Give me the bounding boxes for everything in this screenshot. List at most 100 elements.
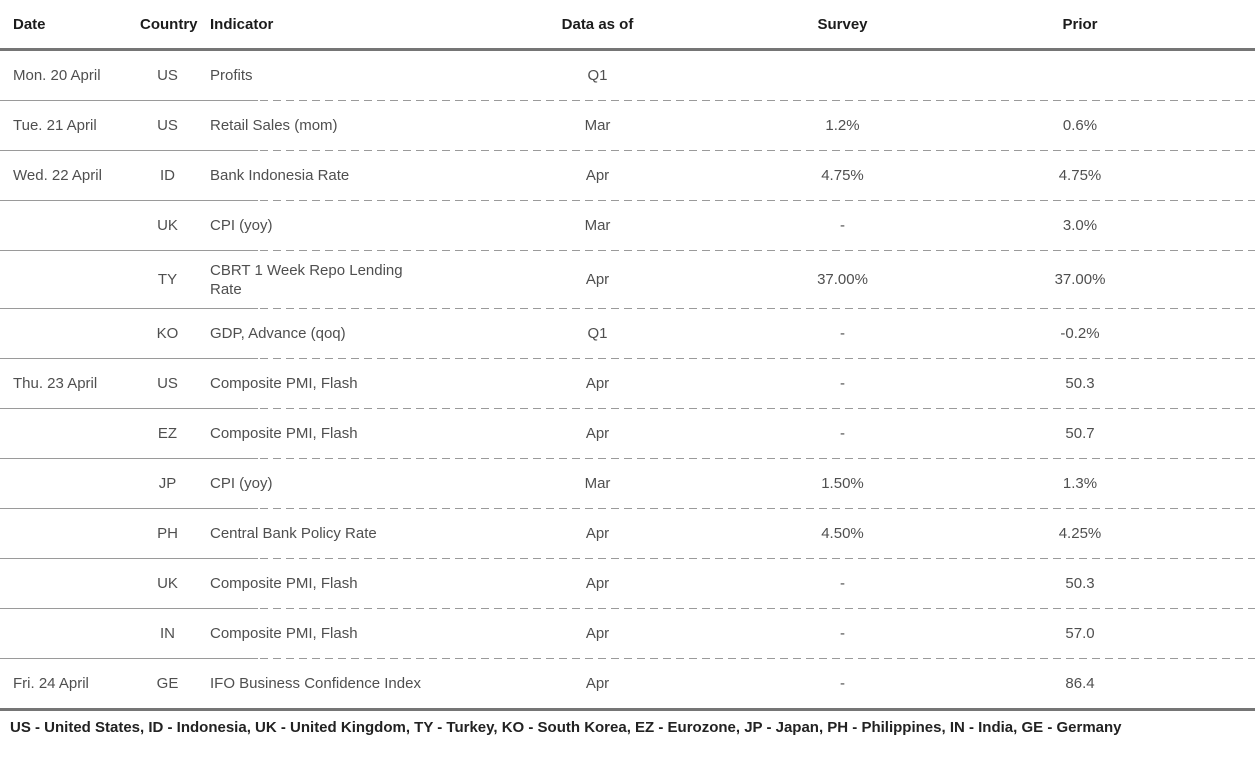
country-cell: UK [157, 217, 178, 234]
country-cell: GE [156, 675, 179, 692]
prior-cell: 1.3% [1062, 475, 1098, 492]
data-as-of-cell: Apr [585, 675, 610, 692]
table-row: IN Composite PMI, Flash Apr - 57.0 [0, 609, 1255, 658]
country-cell: US [157, 375, 178, 392]
data-as-of-cell: Apr [585, 625, 610, 642]
survey-cell: 1.2% [825, 117, 860, 134]
indicator-cell: Profits [210, 67, 253, 84]
survey-cell: 37.00% [817, 271, 868, 288]
column-header-date: Date [13, 15, 46, 33]
indicator-cell: Composite PMI, Flash [210, 575, 358, 592]
prior-cell: 50.3 [1065, 375, 1095, 392]
indicator-cell: Retail Sales (mom) [210, 117, 338, 134]
survey-cell: 4.50% [821, 525, 864, 542]
country-cell: IN [160, 625, 175, 642]
header-rule [0, 48, 1255, 51]
data-as-of-cell: Apr [585, 375, 610, 392]
data-as-of-cell: Apr [585, 425, 610, 442]
survey-cell: 1.50% [821, 475, 864, 492]
indicator-cell: CPI (yoy) [210, 475, 273, 492]
table-row: TY CBRT 1 Week Repo Lending Rate Apr 37.… [0, 251, 1255, 308]
prior-cell: 3.0% [1062, 217, 1098, 234]
table-row: JP CPI (yoy) Mar 1.50% 1.3% [0, 459, 1255, 508]
data-as-of-cell: Apr [585, 271, 610, 288]
date-cell: Mon. 20 April [13, 67, 101, 84]
prior-cell: 57.0 [1065, 625, 1095, 642]
survey-cell: 4.75% [821, 167, 864, 184]
table-row: Wed. 22 April ID Bank Indonesia Rate Apr… [0, 151, 1255, 200]
country-code-legend: US - United States, ID - Indonesia, UK -… [10, 719, 1122, 736]
data-as-of-cell: Apr [585, 167, 610, 184]
date-cell: Thu. 23 April [13, 375, 98, 392]
column-header-indicator: Indicator [210, 15, 274, 33]
data-as-of-cell: Apr [585, 525, 610, 542]
indicator-cell: CPI (yoy) [210, 217, 273, 234]
indicator-cell: Composite PMI, Flash [210, 425, 358, 442]
row-separator [0, 458, 1255, 459]
table-row: UK Composite PMI, Flash Apr - 50.3 [0, 559, 1255, 608]
data-as-of-cell: Mar [584, 475, 611, 492]
prior-cell: 50.3 [1065, 575, 1095, 592]
table-header-row: Date Country Indicator Data as of Survey… [0, 0, 1255, 48]
row-separator [0, 408, 1255, 409]
row-separator [0, 150, 1255, 151]
prior-cell: 50.7 [1065, 425, 1095, 442]
indicator-cell: Composite PMI, Flash [210, 625, 358, 642]
column-header-country: Country [140, 15, 198, 33]
row-separator [0, 558, 1255, 559]
row-separator [0, 250, 1255, 251]
prior-cell: 4.75% [1058, 167, 1102, 184]
indicator-cell: CBRT 1 Week Repo Lending Rate [210, 261, 403, 298]
indicator-cell: Central Bank Policy Rate [210, 525, 377, 542]
country-cell: JP [158, 475, 177, 492]
column-header-data-as-of: Data as of [561, 15, 634, 33]
country-cell: US [157, 117, 178, 134]
data-as-of-cell: Mar [584, 117, 611, 134]
data-as-of-cell: Apr [585, 575, 610, 592]
date-cell: Wed. 22 April [13, 167, 102, 184]
country-cell: US [157, 67, 178, 84]
country-cell: ID [160, 167, 175, 184]
table-row: KO GDP, Advance (qoq) Q1 - -0.2% [0, 309, 1255, 358]
prior-cell: -0.2% [1060, 325, 1100, 342]
table-row: UK CPI (yoy) Mar - 3.0% [0, 201, 1255, 250]
survey-cell: - [840, 575, 845, 592]
country-cell: TY [157, 271, 178, 288]
date-cell: Tue. 21 April [13, 117, 97, 134]
prior-cell: 37.00% [1054, 271, 1106, 288]
footer-rule [0, 708, 1255, 711]
country-cell: EZ [157, 425, 178, 442]
data-as-of-cell: Mar [584, 217, 611, 234]
indicator-cell: IFO Business Confidence Index [210, 675, 421, 692]
survey-cell: - [840, 625, 845, 642]
row-separator [0, 608, 1255, 609]
data-as-of-cell: Q1 [587, 325, 608, 342]
country-cell: PH [157, 525, 178, 542]
survey-cell: - [840, 325, 845, 342]
data-as-of-cell: Q1 [587, 67, 608, 84]
survey-cell: - [840, 425, 845, 442]
indicator-cell: GDP, Advance (qoq) [210, 325, 346, 342]
table-row: Thu. 23 April US Composite PMI, Flash Ap… [0, 359, 1255, 408]
table-row: Tue. 21 April US Retail Sales (mom) Mar … [0, 101, 1255, 150]
country-cell: KO [156, 325, 179, 342]
row-separator [0, 508, 1255, 509]
table-row: PH Central Bank Policy Rate Apr 4.50% 4.… [0, 509, 1255, 558]
table-row: Mon. 20 April US Profits Q1 [0, 51, 1255, 100]
row-separator [0, 100, 1255, 101]
row-separator [0, 358, 1255, 359]
indicator-cell: Bank Indonesia Rate [210, 167, 350, 184]
column-header-survey: Survey [817, 15, 868, 33]
indicator-cell: Composite PMI, Flash [210, 375, 358, 392]
prior-cell: 0.6% [1062, 117, 1098, 134]
row-separator [0, 200, 1255, 201]
prior-cell: 4.25% [1058, 525, 1102, 542]
row-separator [0, 658, 1255, 659]
column-header-prior: Prior [1062, 15, 1098, 33]
row-separator [0, 308, 1255, 309]
survey-cell: - [840, 375, 845, 392]
table-row: EZ Composite PMI, Flash Apr - 50.7 [0, 409, 1255, 458]
table-row: Fri. 24 April GE IFO Business Confidence… [0, 659, 1255, 708]
country-cell: UK [157, 575, 178, 592]
